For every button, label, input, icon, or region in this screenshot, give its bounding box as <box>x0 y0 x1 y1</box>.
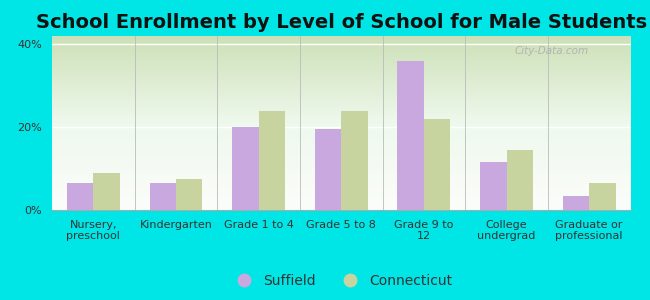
Bar <box>176 179 202 210</box>
Bar <box>341 111 368 210</box>
Title: School Enrollment by Level of School for Male Students: School Enrollment by Level of School for… <box>36 13 647 32</box>
Bar <box>589 183 616 210</box>
Bar <box>259 111 285 210</box>
Bar <box>315 129 341 210</box>
Bar <box>67 183 94 210</box>
Bar <box>94 173 120 210</box>
Bar <box>232 127 259 210</box>
Bar <box>506 150 533 210</box>
Bar <box>480 162 506 210</box>
Legend: Suffield, Connecticut: Suffield, Connecticut <box>224 268 458 293</box>
Bar <box>424 119 450 210</box>
Bar <box>397 61 424 210</box>
Bar <box>150 183 176 210</box>
Bar <box>563 196 589 210</box>
Text: City-Data.com: City-Data.com <box>515 46 589 56</box>
